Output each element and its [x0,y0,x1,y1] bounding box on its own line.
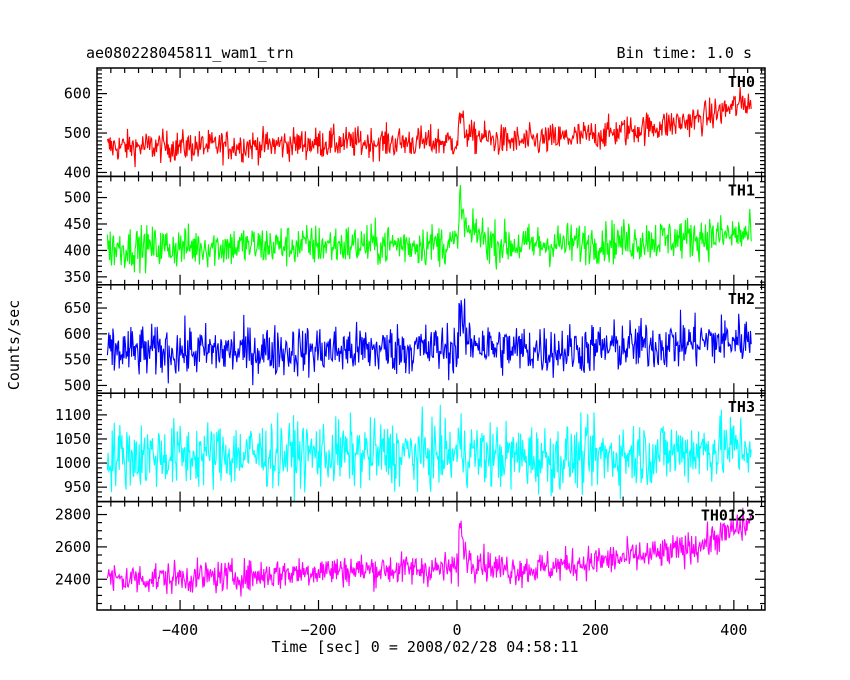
y-tick-label: 600 [64,85,91,103]
series-label-th1: TH1 [728,181,755,199]
series-line-th0 [106,86,752,168]
y-tick-label: 400 [64,241,91,259]
y-tick-label: 400 [64,163,91,181]
plot-title: ae080228045811_wam1_trn [86,44,294,62]
series-line-th3 [106,404,752,502]
y-tick-label: 450 [64,215,91,233]
x-axis-label: Time [sec] 0 = 2008/02/28 04:58:11 [271,638,579,656]
y-tick-label: 1000 [55,454,91,472]
y-tick-label: 550 [64,351,91,369]
x-tick-label: −200 [300,621,336,639]
y-tick-label: 500 [64,124,91,142]
x-tick-label: 200 [582,621,609,639]
series-line-th2 [106,298,752,386]
y-tick-label: 1050 [55,430,91,448]
y-tick-label: 600 [64,325,91,343]
series-label-th3: TH3 [728,398,755,416]
y-tick-label: 350 [64,268,91,286]
series-label-th2: TH2 [728,290,755,308]
bin-time-label: Bin time: 1.0 s [616,44,752,62]
series-label-th0123: TH0123 [701,507,755,525]
x-tick-label: 400 [720,621,747,639]
y-axis-label: Counts/sec [5,299,23,391]
x-tick-label: 0 [452,621,461,639]
series-line-th1 [106,184,752,274]
y-tick-label: 2600 [55,538,91,556]
x-tick-label: −400 [162,621,198,639]
series-line-th0123 [106,507,752,597]
y-tick-label: 2800 [55,506,91,524]
y-tick-label: 2400 [55,570,91,588]
y-tick-label: 650 [64,299,91,317]
y-tick-label: 950 [64,478,91,496]
series-label-th0: TH0 [728,73,755,91]
y-tick-label: 1100 [55,406,91,424]
y-tick-label: 500 [64,376,91,394]
panel-frame-th0123 [96,500,766,611]
y-tick-label: 500 [64,189,91,207]
